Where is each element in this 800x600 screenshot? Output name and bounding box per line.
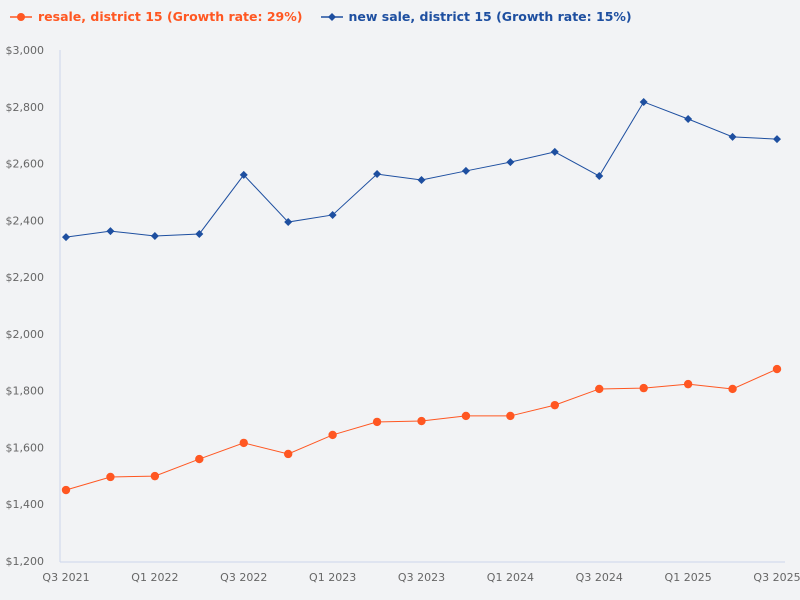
data-point [239,438,248,448]
y-tick-label: $2,000 [6,328,45,341]
data-point [417,416,426,426]
x-tick-label: Q1 2025 [665,571,712,584]
x-tick-label: Q3 2024 [576,571,623,584]
legend-label: resale, district 15 (Growth rate: 29%) [38,9,303,24]
diamond-marker-icon [320,12,343,21]
y-tick-label: $2,600 [6,158,45,171]
series-line [65,368,778,491]
data-point [506,411,515,421]
data-point [373,170,382,179]
circle-marker-icon [10,12,32,21]
x-tick-label: Q1 2024 [487,571,534,584]
data-point [195,229,204,238]
data-point [639,97,648,106]
y-tick-label: $1,200 [6,555,45,568]
x-tick-label: Q3 2025 [753,571,800,584]
data-point [595,384,604,394]
data-point [283,449,293,459]
x-tick-label: Q3 2023 [398,571,445,584]
data-point [372,417,382,427]
data-point [150,471,160,481]
data-point [284,218,293,227]
data-point [239,170,248,179]
x-tick-label: Q1 2022 [131,571,178,584]
series-line [65,101,778,238]
data-point [328,210,337,219]
y-tick-label: $2,800 [6,101,45,114]
data-point [62,233,70,242]
x-tick-label: Q1 2023 [309,571,356,584]
data-point [106,227,115,236]
data-point [684,114,693,123]
data-point [639,383,648,393]
y-tick-label: $2,400 [6,214,45,227]
data-point [728,384,737,394]
data-point [595,172,604,181]
y-tick-label: $1,600 [6,441,45,454]
legend-label: new sale, district 15 (Growth rate: 15%) [348,9,632,24]
x-tick-label: Q3 2022 [220,571,267,584]
data-point [550,400,560,410]
legend: resale, district 15 (Growth rate: 29%) n… [10,9,632,24]
data-point [461,166,470,175]
y-tick-label: $1,400 [6,498,45,511]
data-point [550,147,559,156]
data-point [773,135,781,144]
data-point [106,472,115,482]
y-tick-label: $1,800 [6,385,45,398]
data-point [461,411,471,421]
data-point [417,176,426,185]
data-point [506,158,515,167]
data-point [195,454,204,464]
legend-item-new-sale[interactable]: new sale, district 15 (Growth rate: 15%) [320,9,632,24]
y-tick-label: $2,200 [6,271,45,284]
legend-item-resale[interactable]: resale, district 15 (Growth rate: 29%) [10,9,303,24]
data-point [61,485,71,495]
data-point [728,132,737,141]
data-point [150,231,159,240]
data-point [328,430,337,440]
x-tick-label: Q3 2021 [42,571,89,584]
y-tick-label: $3,000 [6,44,45,57]
data-point [683,379,693,389]
data-point [772,364,782,374]
